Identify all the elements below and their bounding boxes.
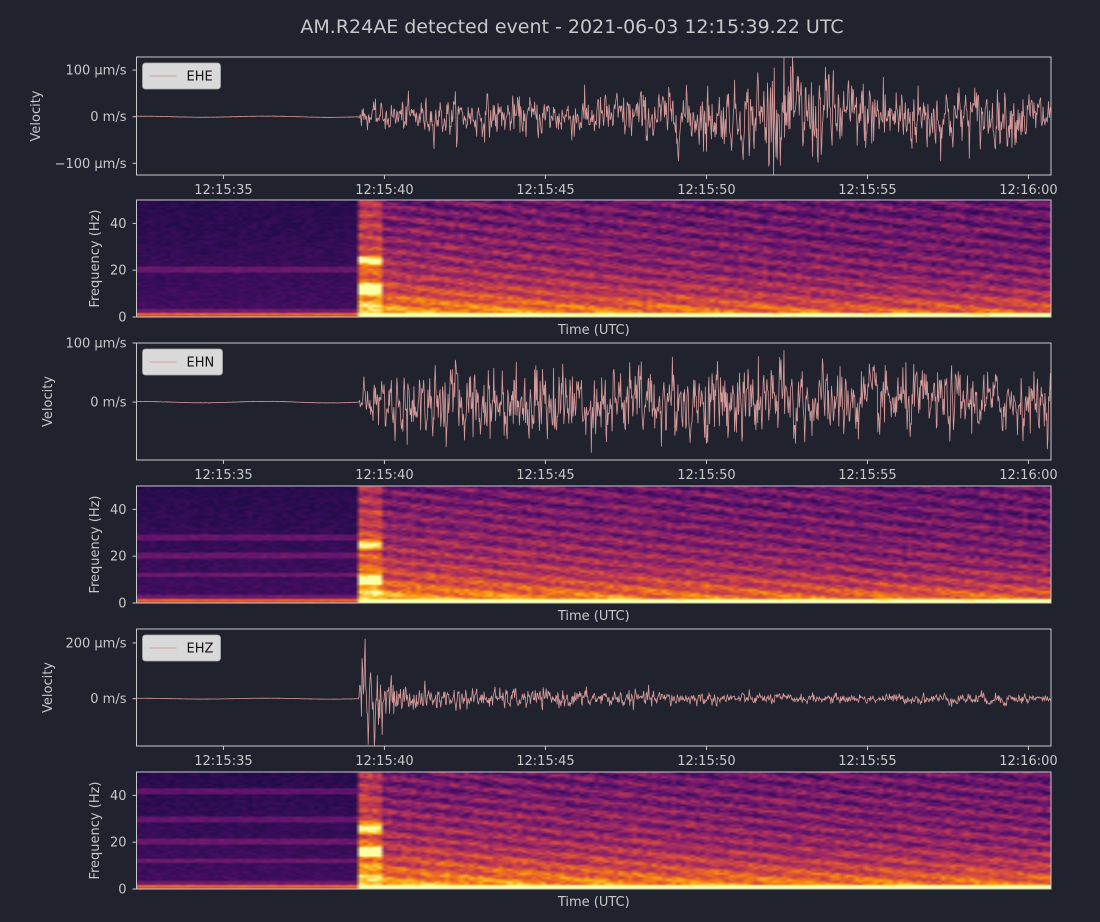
legend-box [142, 62, 221, 90]
waveform-axes-EHN [136, 342, 1052, 461]
figure-title: AM.R24AE detected event - 2021-06-03 12:… [300, 16, 843, 38]
x-tick-label: 12:15:40 [355, 754, 413, 769]
x-tick-label: 12:15:40 [355, 183, 413, 198]
y-tick-label: 40 [110, 217, 127, 232]
spectrogram-image-EHZ [136, 772, 1052, 889]
x-tick-label: 12:15:50 [677, 468, 735, 483]
legend-box [142, 634, 221, 662]
x-tick-label: 12:15:40 [355, 468, 413, 483]
spectrogram-image-EHN [136, 486, 1052, 603]
y-tick-label: 20 [110, 264, 127, 279]
x-tick-label: 12:16:00 [999, 468, 1057, 483]
x-tick-label: 12:15:50 [677, 183, 735, 198]
waveform-axes-EHZ [136, 628, 1052, 747]
legend-label: EHZ [187, 642, 214, 657]
y-tick-label: 0 [118, 311, 126, 326]
legend-label: EHN [187, 356, 215, 371]
y-tick-label: −100 µm/s [55, 157, 127, 172]
x-tick-label: 12:16:00 [999, 183, 1057, 198]
x-tick-label: 12:15:35 [194, 754, 252, 769]
x-tick-label: 12:15:45 [516, 468, 574, 483]
y-tick-label: 0 m/s [90, 110, 126, 125]
y-tick-label: 200 µm/s [65, 636, 126, 651]
waveform-trace-EHN [136, 350, 1052, 453]
time-axis-label: Time (UTC) [557, 323, 630, 338]
spectrogram-axes-EHZ [136, 771, 1052, 890]
x-tick-label: 12:16:00 [999, 754, 1057, 769]
spectrogram-image-EHE [136, 200, 1052, 317]
velocity-axis-label: Velocity [41, 376, 56, 427]
y-tick-label: 20 [110, 550, 127, 565]
x-tick-label: 12:15:45 [516, 754, 574, 769]
y-tick-label: 0 [118, 597, 126, 612]
x-tick-label: 12:15:35 [194, 468, 252, 483]
spectrogram-axes-EHN [136, 485, 1052, 604]
y-tick-label: 0 m/s [90, 692, 126, 707]
y-tick-label: 40 [110, 503, 127, 518]
waveform-axes-EHE [136, 56, 1052, 176]
x-tick-label: 12:15:45 [516, 183, 574, 198]
waveform-trace-EHE [136, 56, 1052, 176]
legend-box [142, 348, 223, 376]
frequency-axis-label: Frequency (Hz) [88, 495, 103, 593]
x-tick-label: 12:15:55 [838, 468, 896, 483]
y-tick-label: 0 m/s [90, 396, 126, 411]
legend-EHZ: EHZ [142, 634, 221, 662]
x-tick-label: 12:15:35 [194, 183, 252, 198]
frequency-axis-label: Frequency (Hz) [88, 781, 103, 879]
y-tick-label: 0 [118, 883, 126, 898]
y-tick-label: 100 µm/s [65, 64, 126, 79]
frequency-axis-label: Frequency (Hz) [88, 209, 103, 307]
y-tick-label: 40 [110, 789, 127, 804]
legend-EHN: EHN [142, 348, 223, 376]
waveform-trace-EHZ [136, 638, 1052, 747]
time-axis-label: Time (UTC) [557, 609, 630, 624]
x-tick-label: 12:15:50 [677, 754, 735, 769]
legend-label: EHE [187, 70, 213, 85]
spectrogram-axes-EHE [136, 199, 1052, 318]
legend-EHE: EHE [142, 62, 221, 90]
y-tick-label: 100 µm/s [65, 337, 126, 352]
velocity-axis-label: Velocity [29, 90, 44, 141]
velocity-axis-label: Velocity [41, 662, 56, 713]
y-tick-label: 20 [110, 836, 127, 851]
x-tick-label: 12:15:55 [838, 754, 896, 769]
x-tick-label: 12:15:55 [838, 183, 896, 198]
time-axis-label: Time (UTC) [557, 895, 630, 910]
